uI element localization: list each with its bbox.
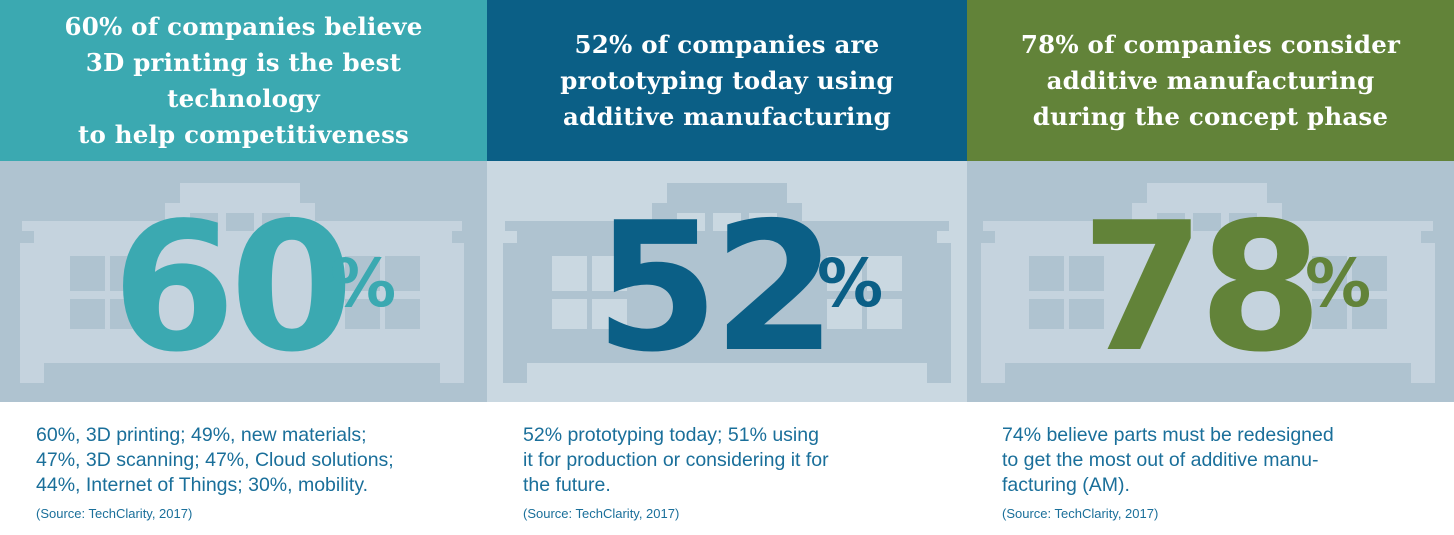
panel-headline: 78% of companies consider additive manuf… [1020, 29, 1401, 131]
big-number: 52 [595, 184, 837, 391]
panel-header: 52% of companies are prototyping today u… [487, 0, 967, 161]
big-number: 60 [112, 184, 354, 391]
factory-building-icon [981, 183, 1435, 383]
big-stat: 52 % [487, 161, 967, 402]
panel-headline: 60% of companies believe 3D printing is … [64, 11, 423, 149]
panel-caption: 52% prototyping today; 51% using it for … [487, 402, 967, 521]
panel-competitiveness: 60% of companies believe 3D printing is … [0, 0, 487, 535]
percent-sign: % [1305, 245, 1372, 322]
caption-body: 74% believe parts must be redesigned to … [1002, 424, 1334, 496]
stat-band: 60 % [0, 161, 487, 402]
caption-source: (Source: TechClarity, 2017) [1002, 506, 1159, 521]
panel-caption: 74% believe parts must be redesigned to … [967, 402, 1454, 521]
stat-band: 52 % [487, 161, 967, 402]
big-number: 78 [1081, 184, 1323, 391]
big-stat: 60 % [0, 161, 487, 402]
caption-body: 52% prototyping today; 51% using it for … [523, 424, 829, 496]
panel-caption: 60%, 3D printing; 49%, new materials; 47… [0, 402, 487, 521]
factory-building-icon [503, 183, 951, 383]
caption-source: (Source: TechClarity, 2017) [36, 506, 193, 521]
factory-building-icon [20, 183, 464, 383]
stat-band: 78 % [967, 161, 1454, 402]
panel-concept-phase: 78% of companies consider additive manuf… [967, 0, 1454, 535]
caption-body: 60%, 3D printing; 49%, new materials; 47… [36, 424, 394, 496]
panel-header: 60% of companies believe 3D printing is … [0, 0, 487, 161]
percent-sign: % [817, 245, 884, 322]
big-stat: 78 % [967, 161, 1454, 402]
panel-headline: 52% of companies are prototyping today u… [560, 29, 894, 131]
panel-header: 78% of companies consider additive manuf… [967, 0, 1454, 161]
percent-sign: % [330, 245, 397, 322]
panel-prototyping: 52% of companies are prototyping today u… [487, 0, 967, 535]
caption-source: (Source: TechClarity, 2017) [523, 506, 680, 521]
